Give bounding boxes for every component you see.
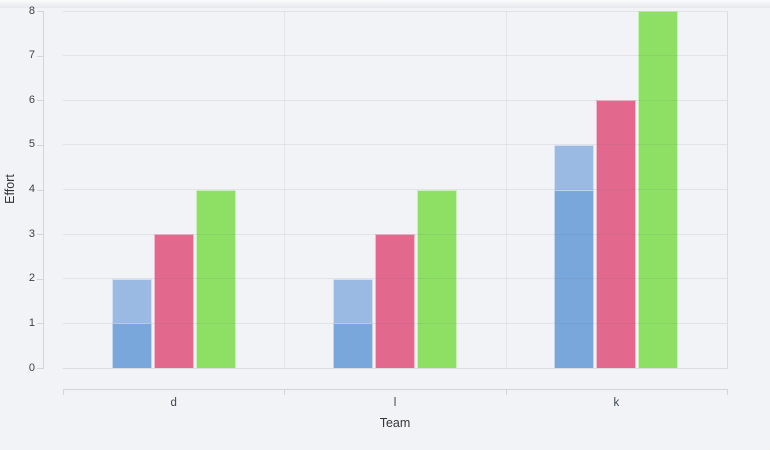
y-tick-label-2: 2 (28, 272, 35, 285)
x-axis-tick (284, 389, 286, 395)
x-axis-tick (63, 389, 64, 395)
y-axis-line (43, 11, 44, 369)
bar-blue-dark-overlay-d[interactable] (111, 323, 152, 368)
window-top-edge (0, 0, 770, 8)
y-axis-tick-3 (37, 234, 43, 236)
x-axis-tick (727, 389, 728, 395)
bar-blue-dark-overlay-l[interactable] (333, 323, 373, 368)
y-axis-tick-7 (37, 55, 43, 57)
category-label-l: l (393, 397, 397, 409)
y-tick-label-6: 6 (28, 93, 35, 106)
y-tick-label-4: 4 (28, 183, 35, 195)
x-axis-tick (505, 389, 507, 395)
gridline-y-7 (63, 55, 727, 57)
gridline-y-6 (63, 99, 727, 101)
y-axis-tick-1 (37, 323, 43, 325)
x-axis-title: Team (379, 416, 411, 430)
gridline-y-4 (63, 189, 727, 190)
bar-pink-l[interactable] (375, 234, 415, 368)
y-axis-tick-2 (37, 278, 43, 280)
y-tick-label-3: 3 (28, 227, 35, 240)
y-tick-label-1: 1 (28, 316, 35, 329)
y-axis-tick-5 (37, 144, 43, 146)
y-axis-tick-4 (37, 189, 43, 191)
x-axis-line (63, 389, 728, 390)
bar-blue-dark-overlay-k[interactable] (554, 189, 595, 368)
bar-green-l[interactable] (417, 189, 457, 368)
gridline-y-1 (63, 322, 727, 324)
bar-pink-d[interactable] (153, 234, 194, 368)
y-tick-label-0: 0 (28, 361, 35, 374)
category-label-d: d (170, 397, 177, 409)
y-axis-title: Effort (3, 174, 17, 204)
y-axis-tick-0 (37, 368, 43, 369)
category-boundary-line (284, 11, 286, 368)
plot-bottom-border (63, 368, 727, 369)
gridline-y-5 (63, 144, 727, 146)
plot-right-border (727, 11, 728, 369)
gridline-y-3 (63, 233, 727, 235)
bar-green-d[interactable] (195, 189, 236, 368)
bar-pink-k[interactable] (596, 100, 637, 368)
gridline-y-2 (63, 278, 727, 280)
y-tick-label-7: 7 (28, 49, 35, 62)
y-axis-tick-8 (37, 11, 43, 12)
category-label-k: k (613, 397, 620, 409)
y-axis-tick-6 (37, 100, 43, 102)
category-boundary-line (505, 11, 507, 368)
bar-green-k[interactable] (638, 11, 679, 368)
y-tick-label-5: 5 (28, 138, 35, 151)
y-tick-label-8: 8 (28, 4, 35, 17)
gridline-y-8 (63, 10, 727, 12)
